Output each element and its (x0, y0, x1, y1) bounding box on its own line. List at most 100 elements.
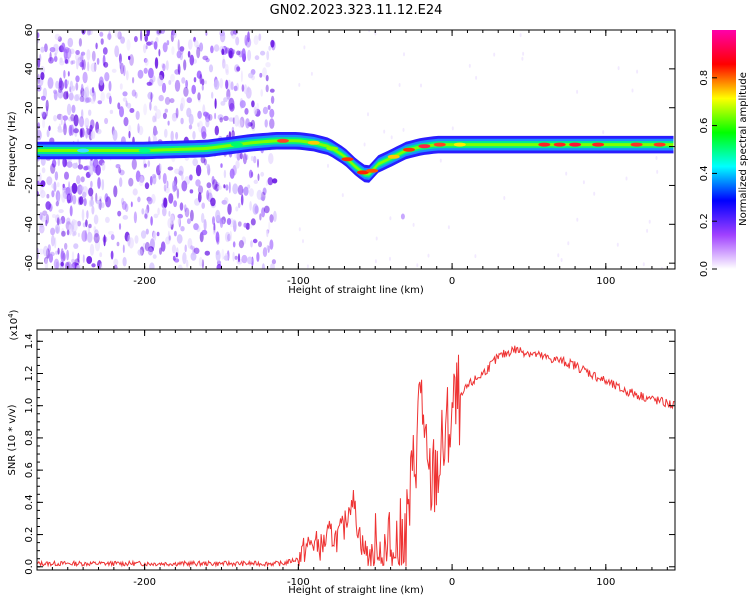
spectrogram-noise-speck (227, 203, 232, 215)
spectrogram-noise-speck (72, 194, 77, 205)
spectrogram-noise-speck (150, 40, 154, 45)
spectrogram-noise-speck (75, 50, 80, 55)
spectrogram-noise-speck (97, 177, 101, 189)
spectrogram-noise-speck (179, 46, 185, 52)
spectrogram-noise-speck (140, 230, 147, 239)
spectrogram-noise-speck (77, 252, 80, 263)
spectrogram-noise-speck (89, 243, 95, 256)
spectrogram-noise-speck (99, 263, 103, 269)
spectrogram-noise-speck (68, 124, 73, 137)
spectrogram-noise-speck (145, 228, 149, 235)
spectrogram-noise-speck (80, 176, 85, 183)
spectrogram-noise-speck (137, 196, 141, 203)
spectrogram-noise-speck (64, 59, 69, 64)
spectrogram-noise-speck (88, 199, 93, 207)
spectrogram-noise-speck (154, 57, 159, 69)
spectrogram-noise-speck (103, 234, 106, 247)
spectrogram-noise-speck (119, 59, 122, 70)
spectrogram-noise-speck (181, 77, 186, 84)
spectrogram-y-tick-label: -60 (24, 255, 35, 271)
snr-y-tick-label: 0.8 (24, 430, 35, 446)
spectrogram-noise-speck (113, 264, 118, 269)
spectrogram-noise-speck (244, 108, 249, 115)
spectrogram-noise-speck (474, 254, 477, 259)
spectrogram-noise-speck (46, 129, 50, 138)
spectrogram-noise-speck (237, 184, 244, 196)
spectrogram-hotspot (77, 148, 90, 153)
spectrogram-noise-speck (175, 107, 179, 119)
spectrogram-noise-speck (195, 179, 201, 187)
spectrogram-noise-speck (45, 214, 50, 224)
spectrogram-noise-speck (101, 202, 105, 209)
snr-x-ticks: -200 -100 0 100 (51, 330, 668, 588)
spectrogram-noise-speck (91, 263, 96, 268)
spectrogram-noise-speck (51, 159, 57, 168)
spectrogram-noise-speck (219, 117, 223, 123)
spectrogram-noise-speck (251, 171, 254, 178)
spectrogram-noise-speck (99, 31, 104, 37)
spectrogram-noise-speck (208, 64, 214, 73)
spectrogram-noise-speck (141, 208, 145, 215)
spectrogram-noise-speck (262, 106, 268, 115)
spectrogram-noise-speck (46, 193, 50, 199)
spectrogram-noise-speck (86, 85, 89, 93)
spectrogram-noise-speck (172, 30, 177, 39)
spectrogram-noise-speck (171, 113, 177, 122)
spectrogram-noise-speck (148, 67, 154, 79)
spectrogram-noise-speck (176, 50, 182, 59)
spectrogram-noise-speck (57, 247, 60, 255)
spectrogram-noise-speck (140, 30, 143, 42)
spectrogram-noise-speck (94, 239, 101, 252)
spectrogram-noise-speck (47, 77, 54, 89)
spectrogram-noise-speck (131, 158, 137, 170)
spectrogram-noise-speck (88, 163, 94, 176)
spectrogram-noise-speck (95, 164, 101, 176)
spectrogram-noise-speck (107, 33, 112, 40)
spectrogram-noise-speck (55, 261, 59, 269)
spectrogram-noise-speck (111, 68, 117, 73)
spectrogram-noise-speck (96, 128, 102, 135)
spectrogram-noise-speck (221, 199, 228, 205)
spectrogram-noise-speck (223, 169, 227, 179)
spectrogram-noise-speck (100, 91, 105, 102)
spectrogram-noise-speck (213, 79, 220, 90)
spectrogram-noise-speck (156, 30, 162, 35)
spectrogram-noise-speck (69, 205, 73, 217)
spectrogram-noise-speck (63, 91, 69, 100)
spectrogram-noise-speck (59, 60, 65, 66)
spectrogram-noise-speck (247, 85, 250, 93)
spectrogram-noise-speck (229, 230, 232, 242)
spectrogram-noise-speck (170, 73, 175, 82)
spectrogram-hotspot (138, 148, 151, 153)
spectrogram-noise-speck (215, 249, 221, 262)
spectrogram-noise-speck (58, 80, 64, 91)
spectrogram-noise-speck (250, 119, 256, 130)
spectrogram-noise-speck (232, 251, 235, 262)
spectrogram-x-ticks: -200 -100 0 100 (51, 30, 668, 287)
spectrogram-noise-speck (224, 63, 229, 74)
spectrogram-noise-speck (201, 202, 205, 209)
spectrogram-noise-speck (439, 158, 442, 163)
spectrogram-hotspot (553, 142, 566, 147)
spectrogram-noise-speck (248, 72, 254, 79)
spectrogram-noise-speck (126, 39, 131, 51)
spectrogram-noise-speck (163, 197, 168, 209)
snr-y-axis-label: SNR (10 * v/v) (7, 404, 18, 475)
spectrogram-noise-speck (254, 55, 260, 61)
spectrogram-noise-speck (42, 210, 48, 216)
spectrogram-noise-speck (167, 166, 174, 171)
spectrogram-noise-speck (163, 184, 167, 192)
spectrogram-noise-speck (593, 191, 596, 196)
spectrogram-noise-speck (143, 163, 147, 168)
spectrogram-noise-speck (108, 80, 112, 92)
spectrogram-hotspot (307, 140, 320, 145)
spectrogram-y-ticks: -60 -40 -20 0 20 40 60 (24, 24, 675, 271)
spectrogram-noise-speck (117, 102, 121, 110)
spectrogram-noise-speck (269, 88, 275, 93)
spectrogram-noise-speck (63, 69, 66, 79)
spectrogram-noise-speck (87, 30, 91, 36)
spectrogram-noise-speck (131, 89, 137, 97)
spectrogram-noise-speck (303, 45, 306, 50)
spectrogram-noise-speck (147, 197, 153, 205)
spectrogram-noise-speck (180, 226, 185, 232)
